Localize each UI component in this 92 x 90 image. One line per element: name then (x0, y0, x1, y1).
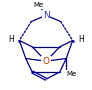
Text: Me: Me (66, 71, 76, 77)
Text: Me: Me (33, 2, 43, 7)
Text: N: N (43, 11, 49, 20)
Text: H: H (78, 35, 84, 44)
Text: H: H (8, 35, 14, 44)
Text: O: O (43, 57, 49, 66)
